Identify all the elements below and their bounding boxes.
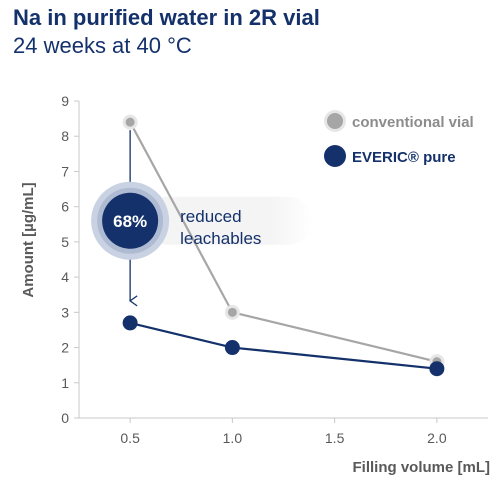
y-tick-label: 6 xyxy=(61,199,69,215)
y-tick-label: 1 xyxy=(61,375,69,391)
chart-title: Na in purified water in 2R vial xyxy=(13,5,320,30)
y-tick-label: 0 xyxy=(61,410,69,426)
annotation-label-line1: reduced xyxy=(180,207,241,226)
y-tick-label: 3 xyxy=(61,304,69,320)
x-tick-label: 2.0 xyxy=(427,430,447,446)
data-point xyxy=(224,340,240,356)
x-tick-label: 1.5 xyxy=(325,430,345,446)
annotation-label-line2: leachables xyxy=(180,229,261,248)
legend-item: EVERIC® pure xyxy=(324,145,456,167)
y-tick-label: 2 xyxy=(61,340,69,356)
x-tick-label: 1.0 xyxy=(223,430,243,446)
legend-marker xyxy=(324,145,346,167)
data-point xyxy=(122,315,138,331)
data-point xyxy=(429,361,445,377)
series-everic-pure xyxy=(122,315,445,377)
x-tick-label: 0.5 xyxy=(120,430,140,446)
y-tick-label: 9 xyxy=(61,93,69,109)
axes xyxy=(78,101,488,419)
reduction-badge xyxy=(102,192,159,249)
y-tick-label: 5 xyxy=(61,234,69,250)
chart-subtitle: 24 weeks at 40 °C xyxy=(13,33,192,58)
y-tick-label: 8 xyxy=(61,128,69,144)
y-axis-label: Amount [µg/mL] xyxy=(20,182,37,297)
annotation-label-background xyxy=(144,196,313,245)
data-point xyxy=(125,117,135,127)
legend-marker-core xyxy=(327,113,343,129)
y-tick-label: 7 xyxy=(61,163,69,179)
x-axis-label: Filling volume [mL] xyxy=(353,459,491,476)
y-tick-label: 4 xyxy=(61,269,69,285)
legend-item: conventional vial xyxy=(324,110,474,132)
data-point xyxy=(227,307,237,317)
badge-percent: 68% xyxy=(113,212,147,231)
legend-label: EVERIC® pure xyxy=(352,149,456,166)
series-line xyxy=(129,321,437,370)
legend-label: conventional vial xyxy=(352,114,474,131)
